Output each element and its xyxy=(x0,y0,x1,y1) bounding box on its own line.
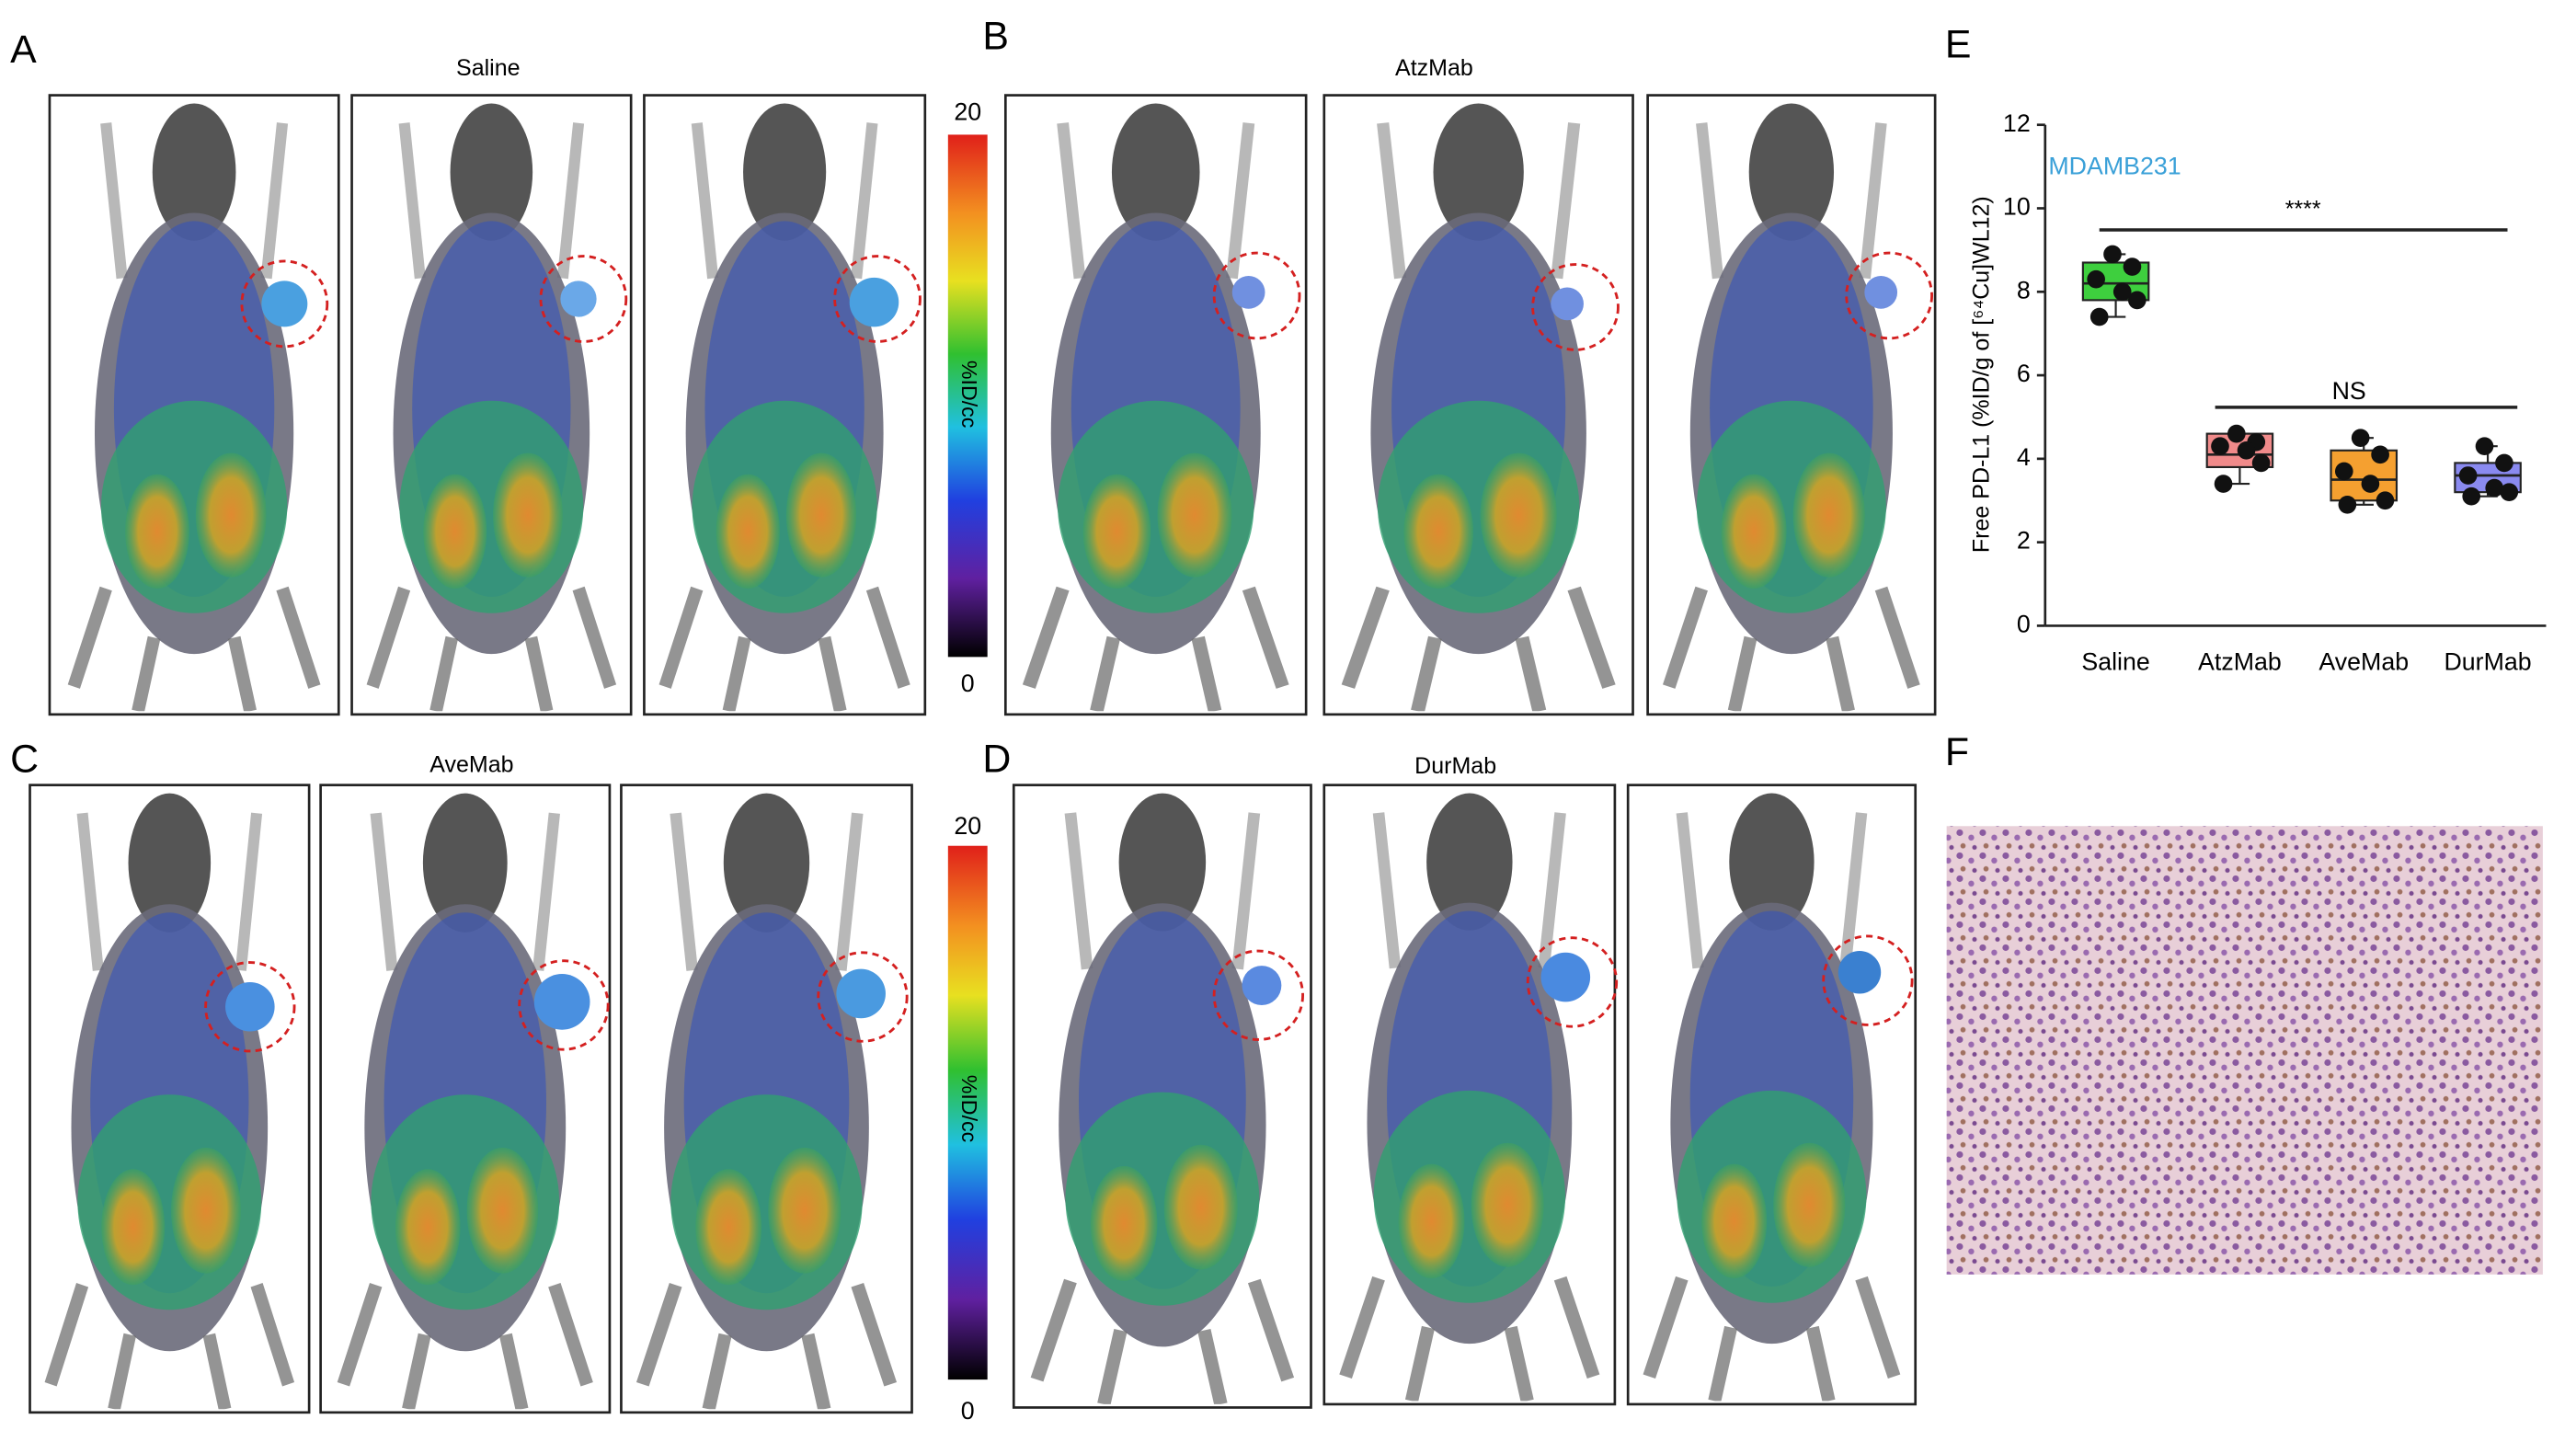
data-point xyxy=(2495,453,2513,473)
data-point xyxy=(2351,429,2370,447)
histology-image xyxy=(1946,826,2543,1275)
data-point xyxy=(2214,475,2233,493)
data-point xyxy=(2334,462,2353,481)
panel-letter: A xyxy=(10,28,37,72)
data-point xyxy=(2371,445,2389,464)
x-tick-label: Saline xyxy=(2081,648,2149,676)
image-frame xyxy=(350,94,633,716)
image-frame xyxy=(1322,784,1619,1406)
y-tick-label: 6 xyxy=(2017,360,2031,387)
annotation: NS xyxy=(2332,377,2366,405)
colorbar: 20 0 %ID/cc xyxy=(947,97,988,697)
panel-letter: C xyxy=(10,737,39,781)
data-point xyxy=(2475,437,2494,456)
panel-letter: E xyxy=(1945,23,1972,67)
data-point xyxy=(2237,441,2256,460)
data-point xyxy=(2485,478,2504,498)
box-plot: 0 2 4 6 8 10 12 Free PD-L1 (%ID/g of [⁶⁴Cu]WL12… xyxy=(1969,109,2547,676)
data-point xyxy=(2500,483,2519,501)
data-point xyxy=(2458,466,2478,485)
image-frame xyxy=(48,94,340,716)
image-frame xyxy=(1012,784,1312,1409)
panel-letter: B xyxy=(982,15,1009,59)
y-tick-label: 0 xyxy=(2017,610,2031,637)
colorbar-label: %ID/cc xyxy=(957,360,981,428)
image-frame xyxy=(1003,94,1308,716)
panel-title: AveMab xyxy=(429,751,513,777)
data-point xyxy=(2127,291,2147,310)
image-frame xyxy=(1626,784,1918,1406)
data-point xyxy=(2376,491,2395,510)
colorbar-gradient xyxy=(947,845,988,1380)
image-frame xyxy=(1646,94,1937,716)
y-tick-label: 4 xyxy=(2017,443,2031,471)
image-frame xyxy=(643,94,927,716)
data-point xyxy=(2211,437,2229,456)
panel-letter: D xyxy=(982,737,1011,781)
data-point xyxy=(2087,269,2105,289)
colorbar-gradient xyxy=(947,134,988,658)
panel-letter: F xyxy=(1945,730,1969,774)
annotation: MDAMB231 xyxy=(2048,152,2181,179)
colorbar-label: %ID/cc xyxy=(957,1075,981,1142)
data-point xyxy=(2227,424,2246,443)
data-point xyxy=(2103,245,2122,264)
colorbar-max: 20 xyxy=(954,97,981,125)
image-frame xyxy=(1322,94,1634,716)
y-tick-label: 10 xyxy=(2003,193,2031,221)
colorbar-max: 20 xyxy=(954,812,981,840)
colorbar-min: 0 xyxy=(961,1397,975,1425)
y-tick-label: 2 xyxy=(2017,527,2031,555)
data-point xyxy=(2251,453,2271,473)
data-point xyxy=(2112,282,2132,302)
data-point xyxy=(2089,307,2109,326)
image-frame xyxy=(319,784,612,1414)
x-tick-label: DurMab xyxy=(2444,648,2531,676)
image-frame xyxy=(29,784,311,1414)
image-frame xyxy=(620,784,913,1414)
x-tick-label: AtzMab xyxy=(2198,648,2282,676)
panel-title: Saline xyxy=(456,55,520,81)
data-point xyxy=(2123,258,2142,276)
colorbar: 20 0 %ID/cc xyxy=(947,812,988,1425)
data-point xyxy=(2338,495,2357,514)
data-point xyxy=(2462,486,2481,506)
colorbar-min: 0 xyxy=(961,670,975,697)
x-tick-label: AveMab xyxy=(2318,648,2409,676)
mouse-images xyxy=(29,94,1937,1414)
annotation: **** xyxy=(2285,197,2321,223)
panel-title: DurMab xyxy=(1414,753,1496,779)
panel-title: AtzMab xyxy=(1395,55,1473,81)
y-tick-label: 12 xyxy=(2003,109,2031,137)
data-point xyxy=(2361,475,2380,493)
y-axis-label: Free PD-L1 (%ID/g of [⁶⁴Cu]WL12) xyxy=(1969,196,1995,553)
y-tick-label: 8 xyxy=(2017,276,2031,303)
